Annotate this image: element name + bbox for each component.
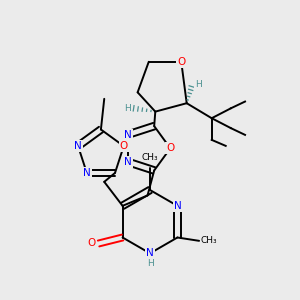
Text: N: N <box>83 168 91 178</box>
Text: N: N <box>173 201 181 211</box>
Text: N: N <box>124 130 132 140</box>
Text: O: O <box>166 143 174 153</box>
Text: H: H <box>147 259 153 268</box>
Text: H: H <box>124 104 131 113</box>
Text: O: O <box>120 141 128 151</box>
Text: O: O <box>177 57 185 67</box>
Text: CH₃: CH₃ <box>201 236 218 245</box>
Text: N: N <box>146 248 154 258</box>
Text: H: H <box>195 80 202 89</box>
Text: N: N <box>74 141 82 151</box>
Text: O: O <box>87 238 95 248</box>
Text: CH₃: CH₃ <box>142 153 158 162</box>
Text: N: N <box>124 157 132 167</box>
